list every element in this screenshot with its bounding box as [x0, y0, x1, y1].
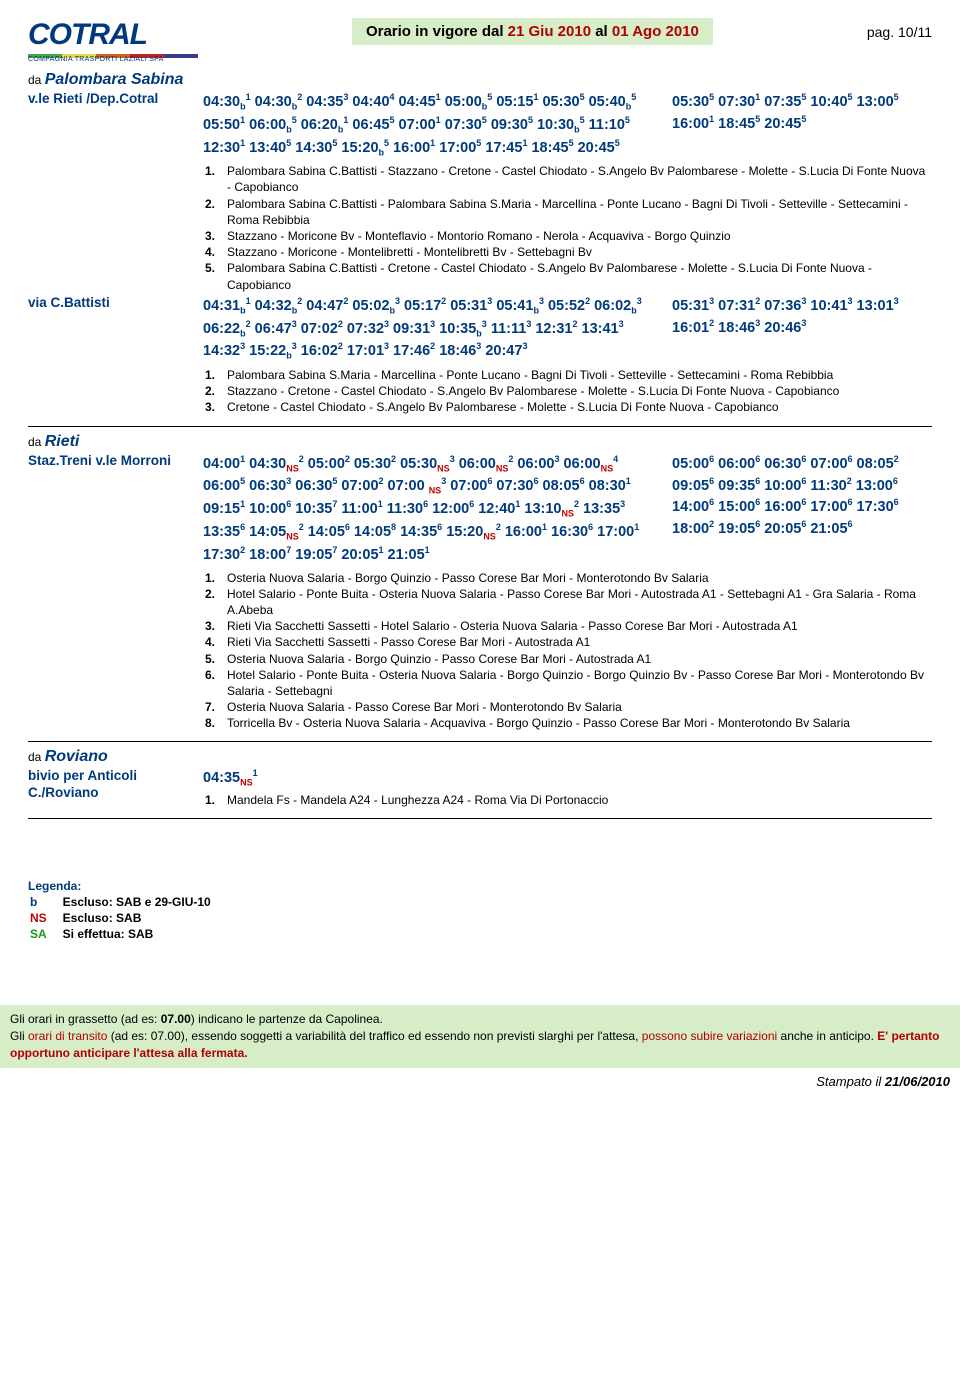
- route-note: 2.Hotel Salario - Ponte Buita - Osteria …: [221, 586, 932, 618]
- stop-label: bivio per Anticoli C./Roviano: [28, 768, 203, 808]
- route-note: 4.Rieti Via Sacchetti Sassetti - Passo C…: [221, 634, 932, 650]
- print-stamp: Stampato il 21/06/2010: [0, 1068, 960, 1089]
- route-note: 3.Rieti Via Sacchetti Sassetti - Hotel S…: [221, 618, 932, 634]
- origin-heading: da Roviano: [28, 748, 932, 766]
- origin-heading: da Rieti: [28, 433, 932, 451]
- route-note: 4.Stazzano - Moricone - Montelibretti - …: [221, 244, 932, 260]
- times-highlight: 05:006 06:006 06:306 07:006 08:052 09:05…: [672, 453, 932, 566]
- route-note: 1.Palombara Sabina S.Maria - Marcellina …: [221, 367, 932, 383]
- route-note: 7.Osteria Nuova Salaria - Passo Corese B…: [221, 699, 932, 715]
- legend-table: bEscluso: SAB e 29-GIU-10NSEscluso: SABS…: [28, 893, 227, 943]
- title-mid: al: [591, 23, 612, 40]
- route-notes: 1.Mandela Fs - Mandela A24 - Lunghezza A…: [203, 792, 932, 808]
- times-weekday: 04:001 04:30NS2 05:002 05:302 05:30NS3 0…: [203, 453, 654, 566]
- title-date-to: 01 Ago 2010: [612, 23, 699, 40]
- route-note: 1.Osteria Nuova Salaria - Borgo Quinzio …: [221, 570, 932, 586]
- title-date-from: 21 Giu 2010: [508, 23, 591, 40]
- route-note: 3.Cretone - Castel Chiodato - S.Angelo B…: [221, 399, 932, 415]
- stop-label: Staz.Treni v.le Morroni: [28, 453, 203, 732]
- title-bar: Orario in vigore dal 21 Giu 2010 al 01 A…: [198, 18, 867, 45]
- page-number: pag. 10/11: [867, 24, 932, 40]
- times-highlight: 05:305 07:301 07:355 10:405 13:005 16:00…: [672, 91, 932, 159]
- legend: Legenda: bEscluso: SAB e 29-GIU-10NSEscl…: [28, 879, 932, 943]
- legend-title: Legenda:: [28, 879, 932, 893]
- times-highlight: 05:313 07:312 07:363 10:413 13:013 16:01…: [672, 295, 932, 363]
- route-notes: 1.Palombara Sabina S.Maria - Marcellina …: [203, 367, 932, 416]
- route-note: 5.Palombara Sabina C.Battisti - Cretone …: [221, 260, 932, 292]
- route-note: 5.Osteria Nuova Salaria - Borgo Quinzio …: [221, 651, 932, 667]
- origin-heading: da Palombara Sabina: [28, 71, 932, 89]
- divider: [28, 426, 932, 427]
- route-note: 1.Palombara Sabina C.Battisti - Stazzano…: [221, 163, 932, 195]
- title-pre: Orario in vigore dal: [366, 23, 508, 40]
- divider: [28, 818, 932, 819]
- times-weekday: 04:35NS1: [203, 768, 932, 788]
- stop-label: via C.Battisti: [28, 295, 203, 416]
- route-note: 8.Torricella Bv - Osteria Nuova Salaria …: [221, 715, 932, 731]
- divider: [28, 741, 932, 742]
- logo-text: COTRAL: [28, 18, 147, 52]
- route-note: 2.Stazzano - Cretone - Castel Chiodato -…: [221, 383, 932, 399]
- route-note: 6.Hotel Salario - Ponte Buita - Osteria …: [221, 667, 932, 699]
- stop-label: v.le Rieti /Dep.Cotral: [28, 91, 203, 293]
- route-notes: 1.Osteria Nuova Salaria - Borgo Quinzio …: [203, 570, 932, 732]
- footer-notice: Gli orari in grassetto (ad es: 07.00) in…: [0, 1005, 960, 1067]
- logo-tagline: COMPAGNIA TRASPORTI LAZIALI SPA: [28, 56, 164, 63]
- route-note: 1.Mandela Fs - Mandela A24 - Lunghezza A…: [221, 792, 932, 808]
- times-weekday: 04:30b1 04:30b2 04:353 04:404 04:451 05:…: [203, 91, 654, 159]
- logo: COTRAL COMPAGNIA TRASPORTI LAZIALI SPA: [28, 18, 198, 63]
- route-note: 2.Palombara Sabina C.Battisti - Palombar…: [221, 196, 932, 228]
- route-notes: 1.Palombara Sabina C.Battisti - Stazzano…: [203, 163, 932, 293]
- times-weekday: 04:31b1 04:32b2 04:472 05:02b3 05:172 05…: [203, 295, 654, 363]
- route-note: 3.Stazzano - Moricone Bv - Monteflavio -…: [221, 228, 932, 244]
